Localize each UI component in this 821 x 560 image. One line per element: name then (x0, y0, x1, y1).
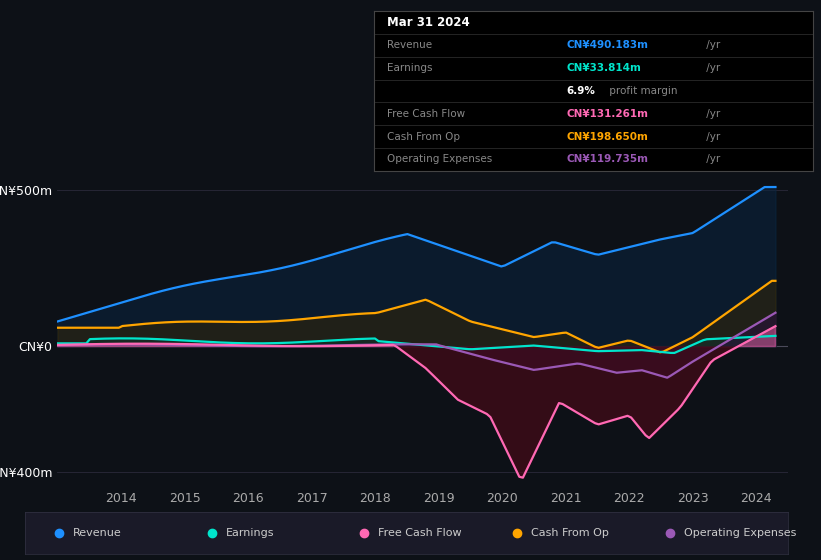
Text: Earnings: Earnings (387, 63, 432, 73)
Text: /yr: /yr (703, 132, 720, 142)
Text: CN¥33.814m: CN¥33.814m (566, 63, 642, 73)
Text: Earnings: Earnings (226, 529, 274, 538)
Text: /yr: /yr (703, 109, 720, 119)
Text: Revenue: Revenue (73, 529, 122, 538)
Text: Revenue: Revenue (387, 40, 432, 50)
Text: Mar 31 2024: Mar 31 2024 (387, 16, 470, 29)
Text: CN¥198.650m: CN¥198.650m (566, 132, 649, 142)
Text: CN¥119.735m: CN¥119.735m (566, 155, 649, 165)
Text: Cash From Op: Cash From Op (387, 132, 460, 142)
Text: profit margin: profit margin (607, 86, 678, 96)
Text: Operating Expenses: Operating Expenses (684, 529, 796, 538)
Text: 6.9%: 6.9% (566, 86, 596, 96)
Text: Free Cash Flow: Free Cash Flow (387, 109, 465, 119)
Text: CN¥131.261m: CN¥131.261m (566, 109, 649, 119)
Text: Free Cash Flow: Free Cash Flow (378, 529, 461, 538)
Text: /yr: /yr (703, 40, 720, 50)
Text: Operating Expenses: Operating Expenses (387, 155, 492, 165)
Text: /yr: /yr (703, 63, 720, 73)
Text: /yr: /yr (703, 155, 720, 165)
Text: CN¥490.183m: CN¥490.183m (566, 40, 649, 50)
Text: Cash From Op: Cash From Op (531, 529, 608, 538)
